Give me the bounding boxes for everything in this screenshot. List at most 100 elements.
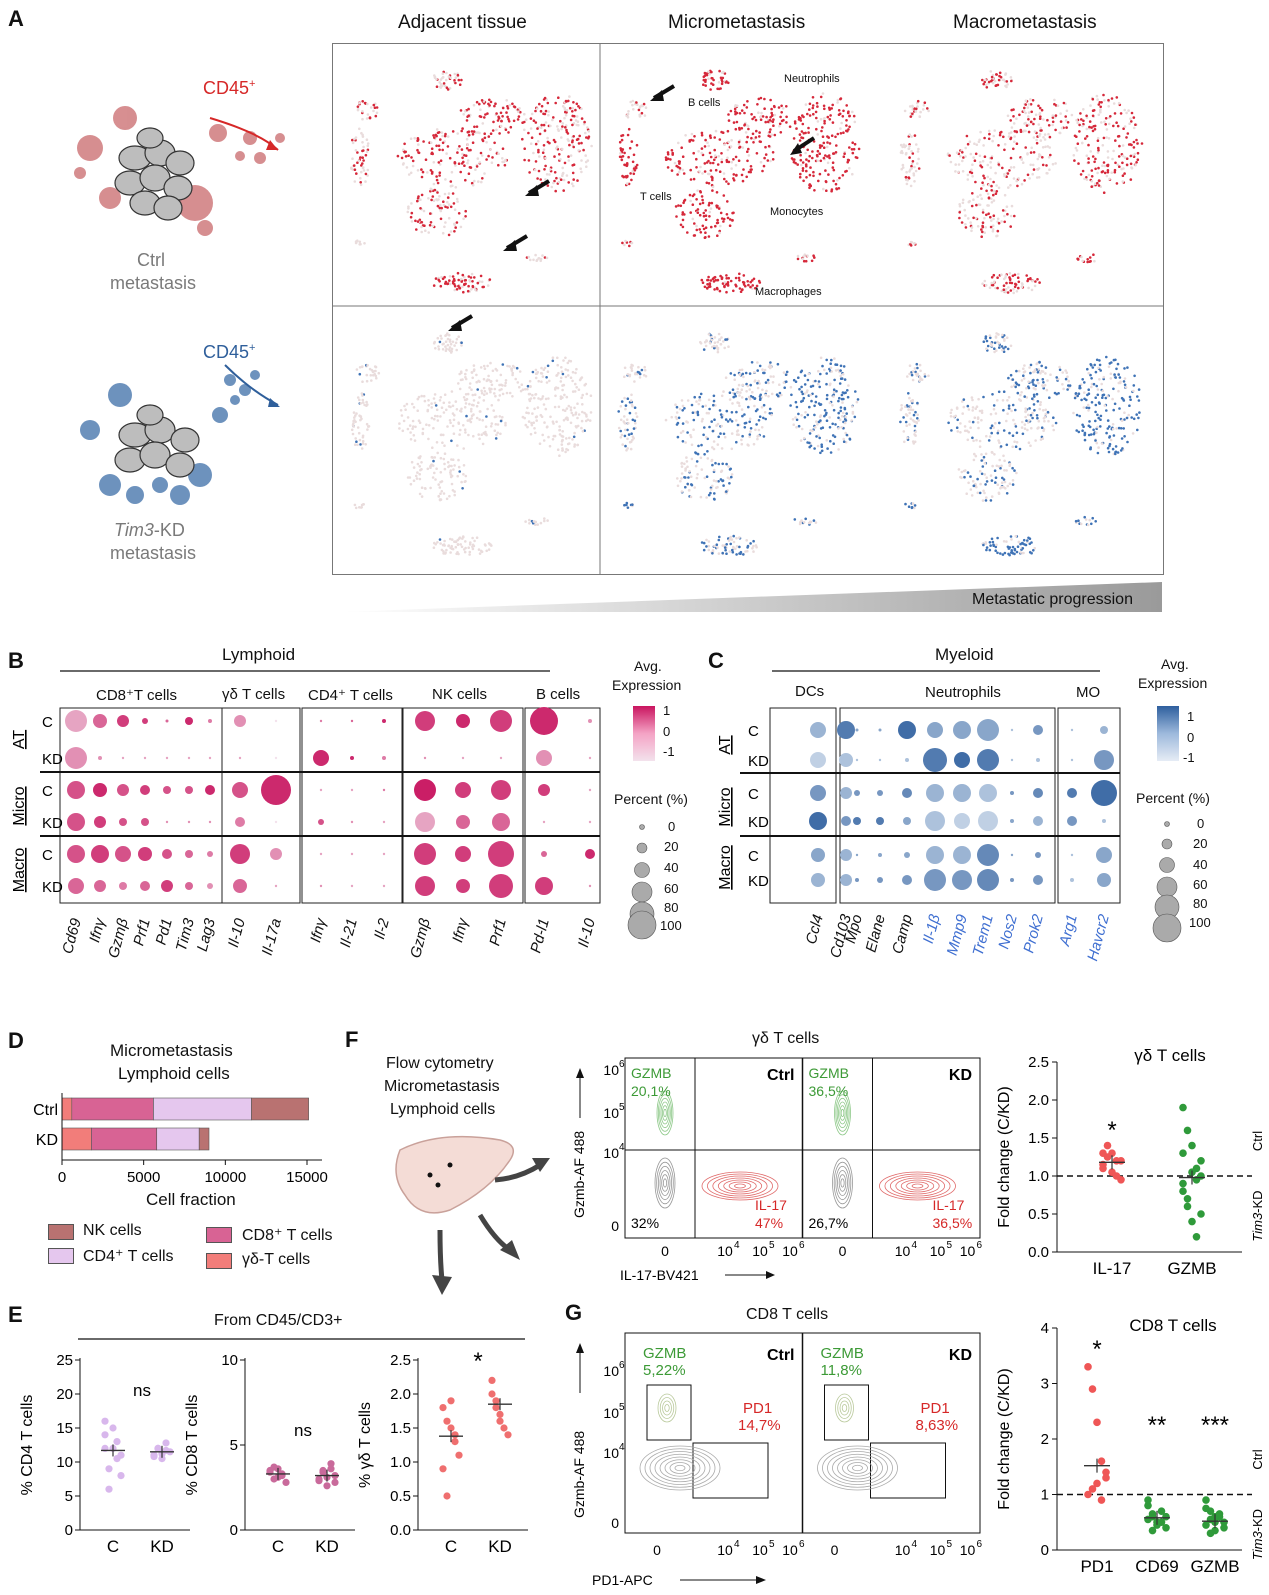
umap-cell bbox=[626, 506, 630, 510]
umap-cell bbox=[1062, 101, 1066, 105]
contour bbox=[834, 1090, 851, 1136]
umap-cell bbox=[1004, 345, 1007, 349]
umap-cell bbox=[354, 420, 357, 424]
umap-cell bbox=[1090, 185, 1093, 188]
umap-cell bbox=[999, 552, 1002, 555]
data-point bbox=[150, 1452, 158, 1461]
umap-cell bbox=[1104, 123, 1107, 126]
umap-cell bbox=[631, 418, 635, 422]
umap-cell bbox=[992, 189, 996, 193]
umap-cell bbox=[964, 226, 968, 229]
umap-cell bbox=[707, 493, 711, 497]
umap-cell bbox=[727, 160, 731, 164]
umap-cell bbox=[1106, 164, 1110, 168]
umap-cell bbox=[577, 142, 581, 145]
umap-cell bbox=[985, 496, 988, 499]
umap-cell bbox=[991, 451, 994, 454]
umap-cell bbox=[674, 205, 678, 208]
umap-cell bbox=[1009, 289, 1013, 292]
umap-cell bbox=[806, 378, 810, 382]
y-tick-label: 0.0 bbox=[390, 1522, 411, 1539]
umap-cell bbox=[442, 433, 445, 437]
umap-cell bbox=[1017, 540, 1021, 544]
umap-cell bbox=[826, 141, 829, 144]
umap-cell bbox=[841, 401, 844, 404]
umap-cell bbox=[1034, 113, 1038, 117]
umap-cell bbox=[1007, 395, 1011, 399]
umap-cell bbox=[531, 370, 535, 374]
umap-cell bbox=[813, 404, 816, 408]
umap-cell bbox=[782, 371, 786, 374]
umap-cell bbox=[567, 155, 570, 158]
umap-cell bbox=[1077, 392, 1081, 396]
umap-cell bbox=[764, 393, 768, 397]
umap-cell bbox=[460, 407, 463, 411]
umap-cell bbox=[702, 83, 705, 86]
umap-cell bbox=[696, 473, 699, 476]
umap-cell bbox=[1034, 439, 1037, 442]
umap-cell bbox=[1020, 285, 1024, 288]
umap-cell bbox=[449, 475, 453, 479]
umap-cell bbox=[713, 158, 716, 162]
umap-cell bbox=[1106, 169, 1110, 172]
umap-cell bbox=[464, 372, 467, 376]
umap-cell bbox=[550, 185, 554, 189]
umap-cell bbox=[1097, 401, 1101, 404]
umap-cell bbox=[580, 396, 583, 400]
umap-cell bbox=[544, 121, 548, 124]
umap-cell bbox=[802, 396, 806, 400]
umap-cell bbox=[547, 397, 550, 400]
umap-cell bbox=[687, 476, 690, 479]
umap-cell bbox=[629, 447, 633, 451]
umap-cell bbox=[489, 100, 493, 104]
umap-cell bbox=[443, 467, 447, 471]
cluster-label-t-cells: T cells bbox=[640, 191, 672, 203]
umap-cell bbox=[1039, 403, 1042, 407]
umap-cell bbox=[853, 415, 857, 419]
umap-cell bbox=[516, 381, 520, 384]
dot bbox=[841, 816, 851, 826]
umap-cell bbox=[635, 415, 639, 419]
umap-cell bbox=[1009, 119, 1012, 122]
umap-cell bbox=[991, 229, 995, 233]
dot bbox=[185, 882, 193, 890]
umap-cell bbox=[555, 374, 558, 377]
umap-cell bbox=[994, 421, 997, 425]
umap-cell bbox=[1015, 431, 1019, 435]
umap-cell bbox=[839, 377, 843, 381]
umap-cell bbox=[485, 415, 488, 418]
umap-cell bbox=[439, 492, 442, 496]
umap-cell bbox=[417, 456, 421, 460]
umap-cell bbox=[468, 386, 471, 389]
umap-cell bbox=[980, 411, 984, 415]
umap-cell bbox=[693, 411, 697, 414]
x-category: KD bbox=[315, 1537, 339, 1556]
umap-cell bbox=[534, 431, 537, 435]
umap-cell bbox=[800, 414, 803, 417]
umap-cell bbox=[1035, 138, 1038, 142]
umap-cell bbox=[619, 152, 622, 155]
dot bbox=[187, 756, 191, 760]
umap-cell bbox=[453, 222, 456, 226]
umap-cell bbox=[990, 79, 993, 83]
umap-cell bbox=[1024, 410, 1027, 414]
umap-cell bbox=[475, 404, 479, 408]
dot bbox=[274, 820, 278, 824]
umap-cell bbox=[1021, 542, 1025, 545]
umap-cell bbox=[358, 101, 361, 105]
umap-cell bbox=[407, 173, 411, 176]
umap-cell bbox=[623, 396, 626, 400]
panel-label: D bbox=[8, 1028, 24, 1053]
umap-cell bbox=[461, 273, 465, 277]
umap-cell bbox=[729, 279, 733, 283]
umap-cell bbox=[1054, 421, 1058, 425]
umap-cell bbox=[631, 160, 635, 164]
umap-cell bbox=[444, 345, 447, 348]
umap-cell bbox=[681, 168, 685, 172]
umap-cell bbox=[840, 397, 844, 401]
umap-cell bbox=[678, 162, 681, 165]
umap-cell bbox=[445, 497, 449, 501]
umap-cell bbox=[581, 410, 584, 414]
umap-cell bbox=[685, 456, 688, 459]
umap-cell bbox=[1070, 113, 1074, 117]
